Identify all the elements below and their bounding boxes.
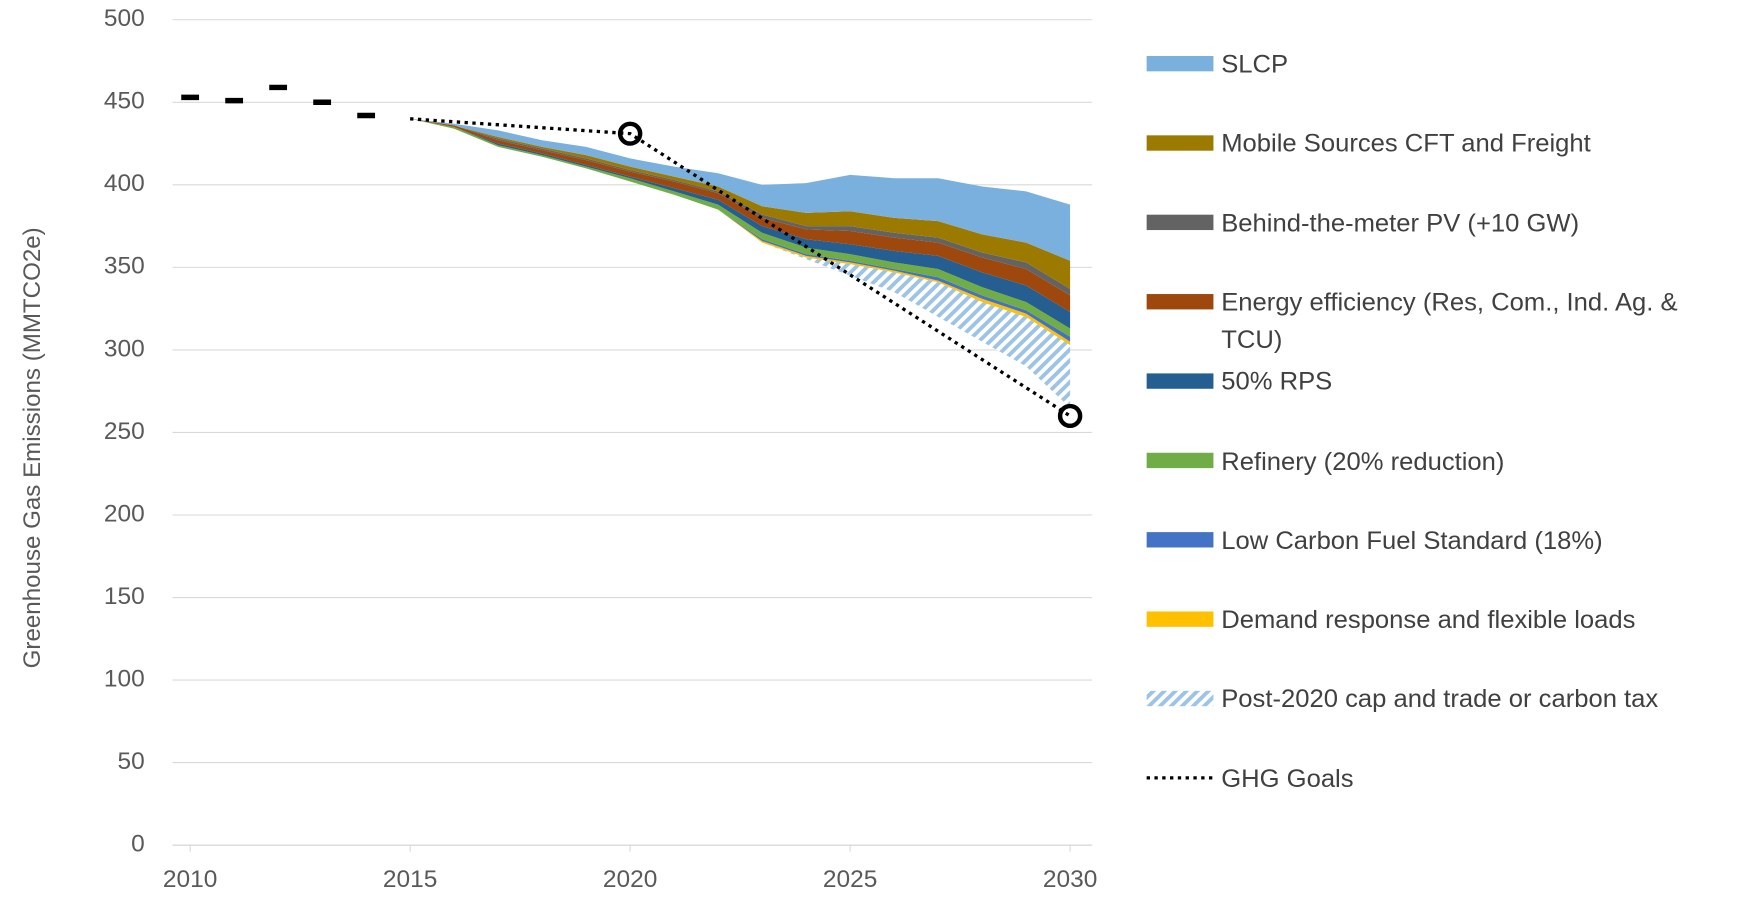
y-tick-label: 100 xyxy=(104,666,145,693)
x-tick-label: 2030 xyxy=(1043,866,1097,893)
legend-label: Mobile Sources CFT and Freight xyxy=(1221,128,1591,158)
goal-marker xyxy=(1057,403,1083,429)
legend-swatch xyxy=(1146,135,1214,151)
y-tick-label: 50 xyxy=(117,748,144,775)
legend-item: Energy efficiency (Res, Com., Ind. Ag. &… xyxy=(1221,287,1678,354)
x-tick-label: 2025 xyxy=(823,866,877,893)
area xyxy=(410,118,1071,261)
legend-item: 50% RPS xyxy=(1221,366,1333,396)
legend-label: SLCP xyxy=(1221,49,1289,78)
y-tick-label: 500 xyxy=(104,5,145,32)
x-tick-label: 2020 xyxy=(603,866,657,893)
legend-swatch xyxy=(1146,452,1214,469)
y-axis-label: Greenhouse Gas Emissions (MMTCO2e) xyxy=(19,227,46,668)
legend-item: Behind-the-meter PV (+10 GW) xyxy=(1221,208,1580,237)
y-tick-label: 350 xyxy=(104,253,145,280)
legend-label: Demand response and flexible loads xyxy=(1221,604,1636,634)
y-tick-label: 250 xyxy=(104,418,145,445)
legend-label: GHG Goals xyxy=(1221,763,1354,793)
y-tick-label: 0 xyxy=(131,831,145,858)
legend-label: Low Carbon Fuel Standard (18%) xyxy=(1221,525,1603,555)
y-tick-label: 150 xyxy=(104,583,145,610)
legend-swatch xyxy=(1146,55,1214,72)
legend-label: 50% RPS xyxy=(1221,366,1333,396)
legend-swatch xyxy=(1146,611,1214,627)
legend-item: Demand response and flexible loads xyxy=(1221,604,1636,634)
legend-label: Behind-the-meter PV (+10 GW) xyxy=(1221,208,1580,237)
goal-marker xyxy=(617,121,643,146)
legend-item: Mobile Sources CFT and Freight xyxy=(1221,128,1591,158)
y-tick-label: 400 xyxy=(104,170,145,197)
legend-item: Low Carbon Fuel Standard (18%) xyxy=(1221,525,1603,555)
legend-swatch xyxy=(1146,373,1214,389)
x-tick-label: 2010 xyxy=(163,866,217,893)
y-tick-label: 300 xyxy=(104,335,145,362)
legend-item: Post-2020 cap and trade or carbon tax xyxy=(1221,684,1659,713)
legend-label: Refinery (20% reduction) xyxy=(1221,446,1505,475)
y-tick-label: 200 xyxy=(104,501,145,528)
legend-swatch xyxy=(1146,690,1214,707)
goal-line xyxy=(410,117,1072,418)
legend-item: SLCP xyxy=(1221,49,1289,78)
legend-label: Post-2020 cap and trade or carbon tax xyxy=(1221,684,1659,713)
y-tick-label: 450 xyxy=(104,88,145,115)
legend-swatch xyxy=(1146,214,1214,231)
x-tick-label: 2015 xyxy=(383,866,437,893)
legend-label: Energy efficiency (Res, Com., Ind. Ag. &… xyxy=(1221,287,1678,354)
legend-swatch xyxy=(1146,294,1214,310)
legend-item: Refinery (20% reduction) xyxy=(1221,446,1505,475)
legend-swatch xyxy=(1146,532,1214,548)
legend-item: GHG Goals xyxy=(1221,763,1354,793)
